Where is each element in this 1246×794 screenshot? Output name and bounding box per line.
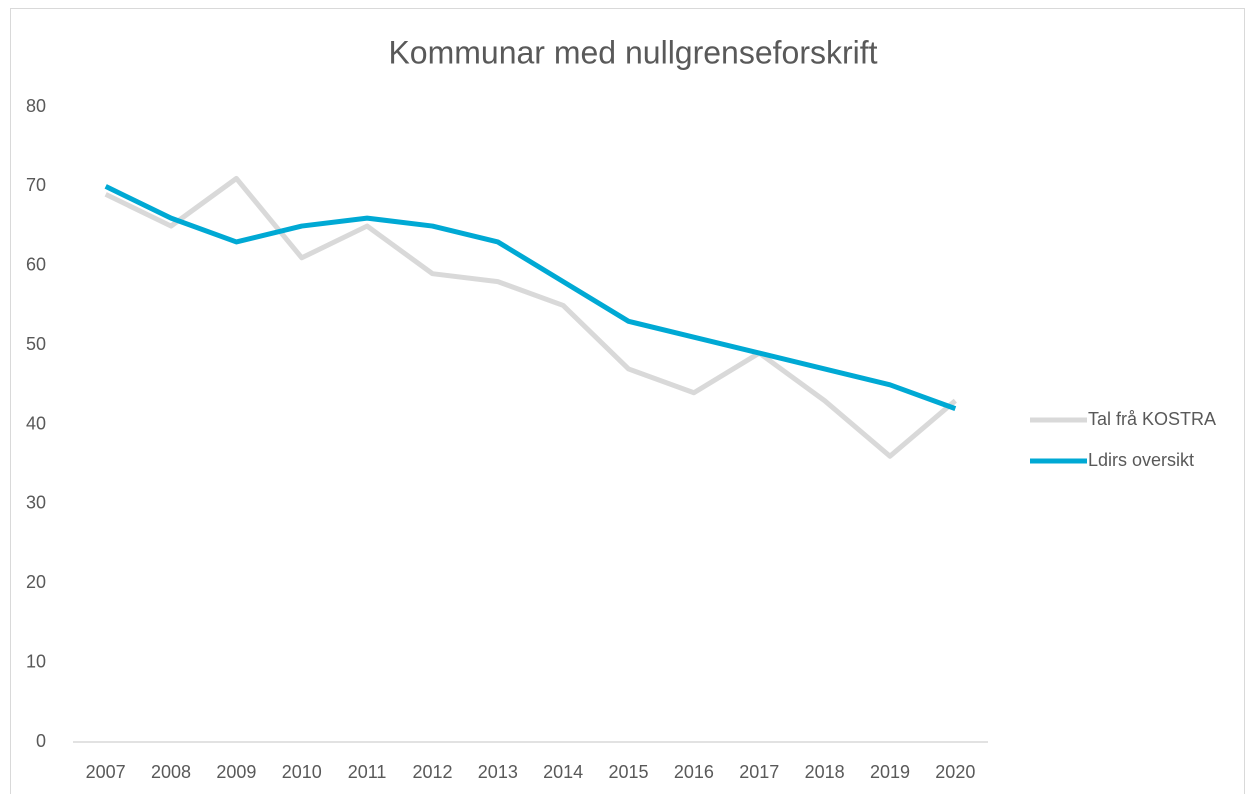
y-tick-label: 30: [26, 493, 46, 513]
y-tick-label: 10: [26, 651, 46, 671]
x-tick-label: 2013: [478, 762, 518, 782]
y-tick-label: 0: [36, 731, 46, 751]
x-tick-label: 2012: [412, 762, 452, 782]
x-tick-label: 2020: [935, 762, 975, 782]
y-tick-label: 40: [26, 413, 46, 433]
x-tick-label: 2018: [805, 762, 845, 782]
line-series: [104, 184, 957, 411]
y-tick-label: 50: [26, 334, 46, 354]
x-tick-label: 2019: [870, 762, 910, 782]
y-tick-label: 20: [26, 572, 46, 592]
x-tick-label: 2007: [86, 762, 126, 782]
x-tick-label: 2016: [674, 762, 714, 782]
x-tick-label: 2015: [609, 762, 649, 782]
x-tick-label: 2017: [739, 762, 779, 782]
line-series: [104, 175, 957, 459]
x-tick-label: 2008: [151, 762, 191, 782]
x-tick-label: 2014: [543, 762, 583, 782]
x-tick-label: 2010: [282, 762, 322, 782]
y-tick-label: 60: [26, 255, 46, 275]
x-tick-label: 2011: [348, 762, 387, 782]
x-tick-label: 2009: [216, 762, 256, 782]
chart-border: [10, 8, 1245, 794]
y-tick-label: 80: [26, 96, 46, 116]
legend-label: Tal frå KOSTRA: [1088, 409, 1216, 429]
legend-label: Ldirs oversikt: [1088, 450, 1194, 470]
y-tick-label: 70: [26, 175, 46, 195]
chart-title: Kommunar med nullgrenseforskrift: [388, 34, 877, 70]
